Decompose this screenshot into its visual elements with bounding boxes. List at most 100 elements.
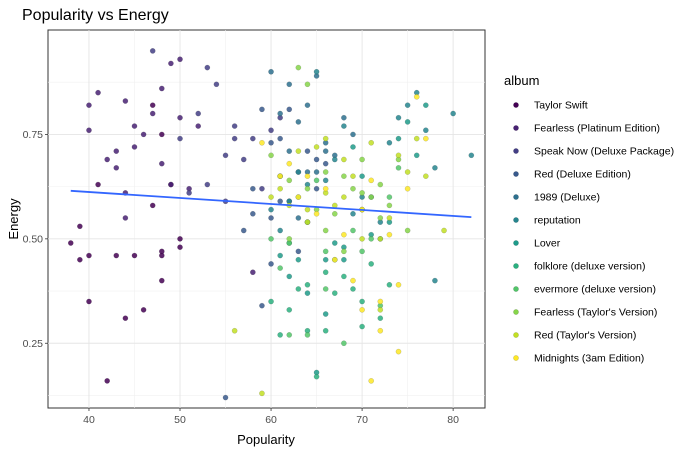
data-point: [322, 169, 329, 175]
data-point: [313, 177, 320, 184]
data-point: [386, 194, 393, 200]
trend-line-group: [70, 189, 472, 219]
data-point: [95, 181, 101, 188]
plot-panel: [47, 29, 486, 409]
data-point: [286, 81, 293, 88]
data-point: [122, 315, 129, 321]
legend-key: [513, 355, 519, 361]
data-point: [341, 248, 347, 255]
x-axis-title: Popularity: [237, 432, 295, 447]
data-point: [86, 298, 92, 305]
data-point: [304, 148, 311, 154]
x-tick-label: 80: [447, 414, 459, 426]
data-point: [341, 194, 347, 200]
data-point: [277, 227, 283, 234]
data-point: [341, 273, 347, 280]
legend-key: [513, 240, 519, 246]
y-tick-label: 0.25: [23, 338, 44, 350]
data-point: [295, 248, 302, 255]
data-point: [377, 236, 384, 242]
data-point: [313, 185, 320, 192]
x-tick-label: 50: [174, 414, 186, 426]
data-point: [341, 173, 347, 179]
data-point: [331, 256, 338, 263]
data-point: [149, 102, 156, 108]
data-point: [131, 123, 138, 129]
data-point: [423, 127, 429, 134]
data-point: [122, 215, 129, 221]
legend-label: 1989 (Deluxe): [534, 192, 600, 204]
data-point: [377, 315, 384, 321]
data-point: [432, 165, 438, 171]
data-point: [222, 394, 229, 401]
legend-key: [513, 194, 519, 200]
data-point: [423, 173, 429, 179]
data-point: [359, 248, 365, 255]
data-point: [304, 290, 311, 296]
data-point: [304, 206, 311, 213]
data-point: [259, 390, 265, 397]
legend-label: Lover: [534, 238, 561, 250]
data-point: [322, 160, 329, 167]
data-point: [322, 311, 329, 317]
data-point: [350, 277, 356, 284]
data-point: [450, 110, 456, 117]
data-point: [441, 227, 447, 234]
data-point: [295, 64, 302, 71]
data-point: [313, 156, 320, 163]
y-tick-label: 0.75: [23, 129, 44, 141]
data-point: [286, 177, 293, 184]
axis-ticks: 40 50 60 70 80 0.25 0.50 0.75: [23, 129, 460, 426]
data-point: [304, 219, 311, 225]
data-point: [341, 256, 347, 263]
data-point: [368, 177, 374, 184]
data-point: [368, 236, 374, 242]
data-point: [286, 307, 293, 313]
trend-line: [70, 189, 472, 219]
data-point: [240, 156, 247, 163]
data-point: [250, 135, 256, 142]
data-point: [313, 144, 320, 150]
legend-key: [513, 217, 519, 223]
data-point: [86, 252, 92, 259]
data-point: [177, 135, 183, 142]
legend-label: reputation: [534, 215, 581, 227]
data-point: [395, 135, 402, 142]
data-point: [359, 156, 365, 163]
data-point: [377, 298, 384, 305]
data-point: [131, 252, 138, 259]
data-point: [313, 169, 320, 175]
data-point: [313, 210, 320, 217]
data-point: [286, 236, 293, 242]
data-point: [177, 236, 183, 242]
data-point: [295, 215, 302, 221]
data-point: [295, 286, 302, 292]
legend-title: album: [504, 73, 539, 88]
data-point: [104, 378, 110, 384]
data-point: [159, 131, 165, 138]
data-point: [177, 244, 183, 250]
data-point: [277, 135, 283, 142]
data-point: [140, 307, 147, 313]
data-point: [86, 102, 92, 108]
data-point: [341, 123, 347, 129]
data-point: [386, 202, 393, 209]
legend: album Taylor Swift Fearless (Platinum Edi…: [504, 73, 674, 365]
grid: [48, 30, 485, 408]
data-point: [213, 81, 220, 88]
data-point: [277, 252, 283, 259]
data-point: [286, 148, 293, 154]
data-point: [268, 68, 274, 75]
data-point: [149, 110, 156, 117]
data-point: [286, 106, 293, 113]
legend-label: Red (Deluxe Edition): [534, 169, 631, 181]
data-point: [413, 94, 420, 100]
data-point: [395, 281, 402, 288]
data-point: [322, 135, 329, 142]
data-point: [122, 98, 129, 104]
data-point: [277, 173, 283, 179]
data-point: [268, 236, 274, 242]
data-point: [277, 185, 283, 192]
data-point: [331, 240, 338, 246]
